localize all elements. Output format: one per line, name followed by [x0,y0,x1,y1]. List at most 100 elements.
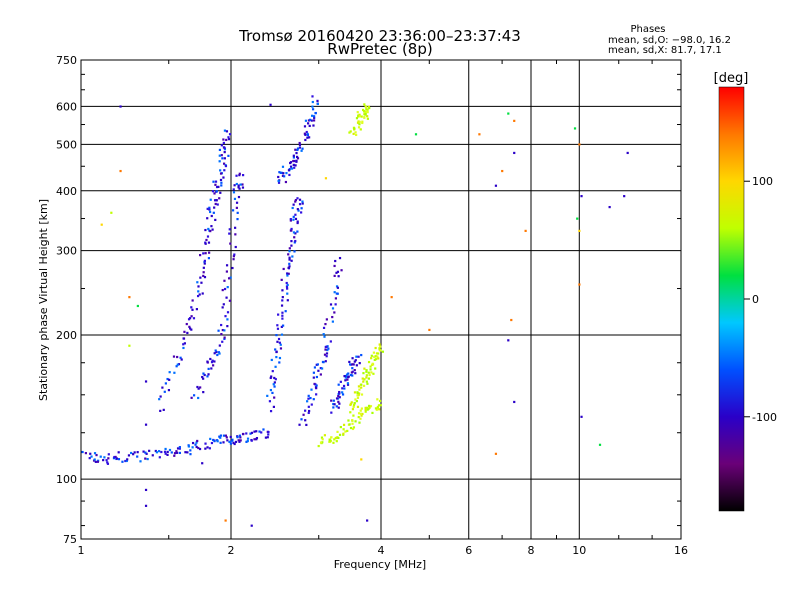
data-point [365,376,368,379]
data-point [282,172,285,175]
data-point [213,199,217,202]
data-point [207,257,211,260]
data-point [268,400,272,403]
data-point [223,151,226,154]
data-point [105,459,108,462]
data-point [358,388,361,391]
data-point [211,359,214,362]
y-tick-label: 500 [56,138,77,151]
data-point [310,119,313,122]
data-point [376,398,379,401]
data-point [325,355,328,358]
data-point [206,235,210,238]
data-point [232,258,235,261]
data-point [222,176,225,179]
data-point [212,438,215,442]
data-point [96,460,99,463]
data-point [273,396,276,399]
data-point [227,136,230,139]
data-point [312,398,315,401]
data-point [183,342,186,345]
data-point [219,191,222,194]
data-point [367,404,371,408]
data-point [289,165,293,168]
data-point [335,440,338,443]
data-point [226,286,229,289]
data-point [196,281,199,284]
data-point [296,208,299,211]
data-point [341,391,344,394]
data-point [325,352,329,355]
data-point [300,207,303,210]
data-point [626,151,629,155]
data-point [225,270,228,273]
data-point [190,306,193,309]
data-point [209,357,212,361]
colorbar-tick-label: -100 [752,411,777,424]
data-point [218,148,222,152]
data-point [218,160,221,163]
data-point [377,352,380,355]
grid [81,60,681,539]
data-point [414,133,418,136]
data-point [316,363,319,366]
data-point [284,310,287,313]
data-point [168,448,172,452]
data-point [308,409,311,413]
data-point [239,436,242,439]
data-point [298,423,301,426]
data-point [107,453,110,456]
data-point [334,259,337,263]
data-point [207,367,210,370]
data-point [296,155,299,159]
data-point [166,377,169,381]
data-point [377,404,381,407]
data-point [158,450,161,453]
data-point [346,429,349,433]
data-point [296,197,299,200]
data-point [233,197,237,201]
data-point [218,352,221,355]
phase-box-o: mean, sd,O: −98.0, 16.2 [608,35,731,46]
data-point [164,382,167,385]
data-point [364,406,367,409]
data-point [220,154,223,157]
data-point [136,455,139,458]
data-point [337,406,340,409]
data-point [302,413,305,416]
data-point [576,217,579,220]
data-point [205,238,208,242]
data-point [177,363,181,366]
data-point [119,169,122,173]
data-point [351,357,354,360]
data-point [311,108,315,111]
data-point [228,232,231,235]
data-point [281,317,284,320]
data-point [314,111,317,115]
data-point [224,164,228,168]
data-point [348,423,351,426]
data-point [321,360,325,364]
data-point [229,242,232,245]
data-point [161,386,164,389]
data-point [375,352,379,355]
colorbar [718,86,745,512]
data-point [293,250,296,253]
data-point [325,345,328,348]
data-point [278,341,281,344]
data-point [190,328,193,331]
data-point [213,360,216,363]
data-point [336,292,339,295]
data-point [306,134,310,137]
data-point [366,382,369,385]
y-tick-label: 100 [56,473,77,486]
data-point [146,457,149,461]
data-point [287,169,291,172]
data-point [379,404,382,407]
data-point [206,207,209,210]
data-point [369,405,373,408]
data-point [344,376,347,379]
data-point [363,378,366,381]
data-point [286,272,289,275]
data-point [126,458,129,461]
